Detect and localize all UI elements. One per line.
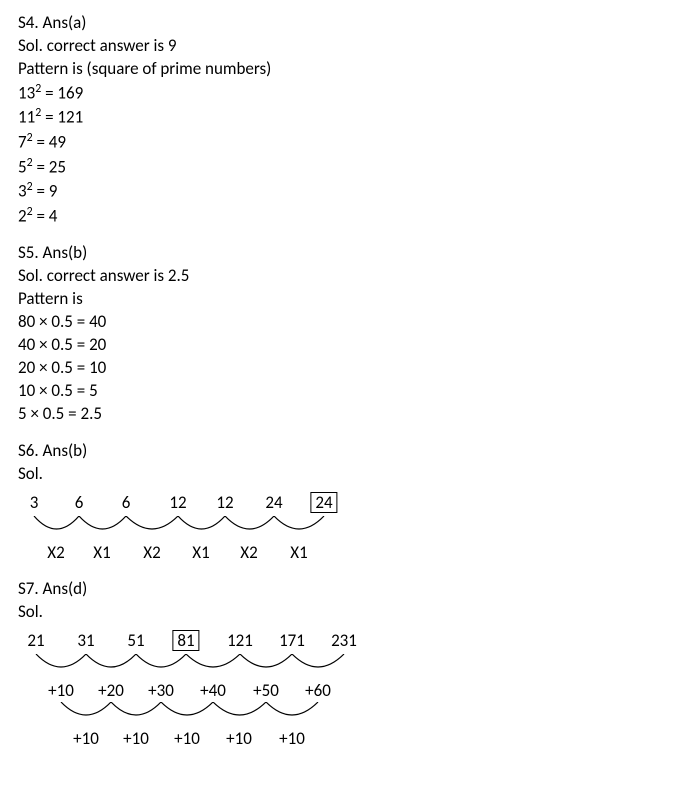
sequence-number: 24 <box>265 492 282 513</box>
s5-equation: 5 × 0.5 = 2.5 <box>18 403 669 426</box>
sequence-number: 12 <box>169 492 186 513</box>
equation-rhs: = 25 <box>33 156 66 177</box>
operation-label: +10 <box>123 728 149 749</box>
s5-equations: 80 × 0.5 = 4040 × 0.5 = 2020 × 0.5 = 101… <box>18 311 669 426</box>
operation-label: X1 <box>290 542 307 563</box>
operation-label: +20 <box>98 680 124 701</box>
sequence-number: 6 <box>122 492 131 513</box>
s5-equation: 20 × 0.5 = 10 <box>18 357 669 380</box>
solution-s4: S4. Ans(a) Sol. correct answer is 9 Patt… <box>18 12 669 228</box>
sequence-number: 81 <box>172 630 199 652</box>
s5-header: S5. Ans(b) <box>18 242 669 265</box>
s4-equation: 112 = 121 <box>18 105 669 130</box>
s4-equation: 52 = 25 <box>18 155 669 180</box>
sequence-row: 3 6 6 12 12 24 24 <box>14 492 669 516</box>
sequence-number: 3 <box>30 492 39 513</box>
arc-row <box>14 516 669 538</box>
operation-row: X2 X1 X2 X1 X2 X1 <box>14 542 669 564</box>
operation-label: +60 <box>305 680 331 701</box>
operation-label: +10 <box>174 728 200 749</box>
sequence-number: 31 <box>77 630 94 651</box>
operation-label: +10 <box>73 728 99 749</box>
boxed-answer: 24 <box>310 492 337 514</box>
operation-label: X1 <box>192 542 209 563</box>
solution-s7: S7. Ans(d) Sol. 21 31 51 81 121 171 231 +10 +20 +… <box>18 578 669 750</box>
operation-label: +30 <box>148 680 174 701</box>
s5-equation: 10 × 0.5 = 5 <box>18 380 669 403</box>
s7-header: S7. Ans(d) <box>18 578 669 601</box>
arc-row <box>14 702 669 724</box>
s6-sol: Sol. <box>18 463 669 486</box>
s4-equation: 22 = 4 <box>18 204 669 229</box>
solution-s5: S5. Ans(b) Sol. correct answer is 2.5 Pa… <box>18 242 669 426</box>
s4-pattern: Pattern is (square of prime numbers) <box>18 58 669 81</box>
solution-s6: S6. Ans(b) Sol. 3 6 6 12 12 24 24 X2 X1 X2 X1 X2 X1 <box>18 440 669 564</box>
s4-sol: Sol. correct answer is 9 <box>18 35 669 58</box>
sequence-number: 12 <box>216 492 233 513</box>
equation-rhs: = 49 <box>33 132 66 153</box>
equation-base: 13 <box>18 82 35 103</box>
equation-rhs: = 9 <box>33 181 58 202</box>
s4-equation: 32 = 9 <box>18 179 669 204</box>
equation-rhs: = 169 <box>41 82 83 103</box>
operation-label: +10 <box>226 728 252 749</box>
sequence-number: 171 <box>279 630 305 651</box>
s5-equation: 40 × 0.5 = 20 <box>18 334 669 357</box>
operation-label: +10 <box>279 728 305 749</box>
operation-row: +10 +10 +10 +10 +10 <box>14 728 669 750</box>
operation-label: X1 <box>93 542 110 563</box>
operation-label: +40 <box>200 680 226 701</box>
operation-label: X2 <box>143 542 160 563</box>
s7-sol: Sol. <box>18 601 669 624</box>
equation-rhs: = 4 <box>33 205 58 226</box>
operation-label: +50 <box>253 680 279 701</box>
equation-base: 2 <box>18 205 27 226</box>
boxed-answer: 81 <box>172 630 199 652</box>
s6-header: S6. Ans(b) <box>18 440 669 463</box>
equation-base: 7 <box>18 132 27 153</box>
operation-label: X2 <box>47 542 64 563</box>
equation-rhs: = 121 <box>41 107 83 128</box>
operation-label: +10 <box>48 680 74 701</box>
s6-diagram: 3 6 6 12 12 24 24 X2 X1 X2 X1 X2 X1 <box>14 492 669 564</box>
operation-row: +10 +20 +30 +40 +50 +60 <box>14 680 669 702</box>
sequence-number: 6 <box>75 492 84 513</box>
s4-header: S4. Ans(a) <box>18 12 669 35</box>
sequence-number: 121 <box>227 630 253 651</box>
equation-base: 5 <box>18 156 27 177</box>
s5-pattern: Pattern is <box>18 288 669 311</box>
operation-label: X2 <box>240 542 257 563</box>
arc-row <box>14 654 669 676</box>
sequence-number: 51 <box>127 630 144 651</box>
sequence-number: 231 <box>331 630 357 651</box>
equation-base: 11 <box>18 107 35 128</box>
sequence-number: 24 <box>310 492 337 514</box>
s5-sol: Sol. correct answer is 2.5 <box>18 265 669 288</box>
sequence-row: 21 31 51 81 121 171 231 <box>14 630 669 654</box>
s5-equation: 80 × 0.5 = 40 <box>18 311 669 334</box>
s7-diagram: 21315181121171231+10+20+30+40+50+60+10+1… <box>14 630 669 750</box>
sequence-number: 21 <box>27 630 44 651</box>
s4-equations: 132 = 169112 = 12172 = 4952 = 2532 = 922… <box>18 81 669 229</box>
s4-equation: 72 = 49 <box>18 130 669 155</box>
equation-base: 3 <box>18 181 27 202</box>
s4-equation: 132 = 169 <box>18 81 669 106</box>
